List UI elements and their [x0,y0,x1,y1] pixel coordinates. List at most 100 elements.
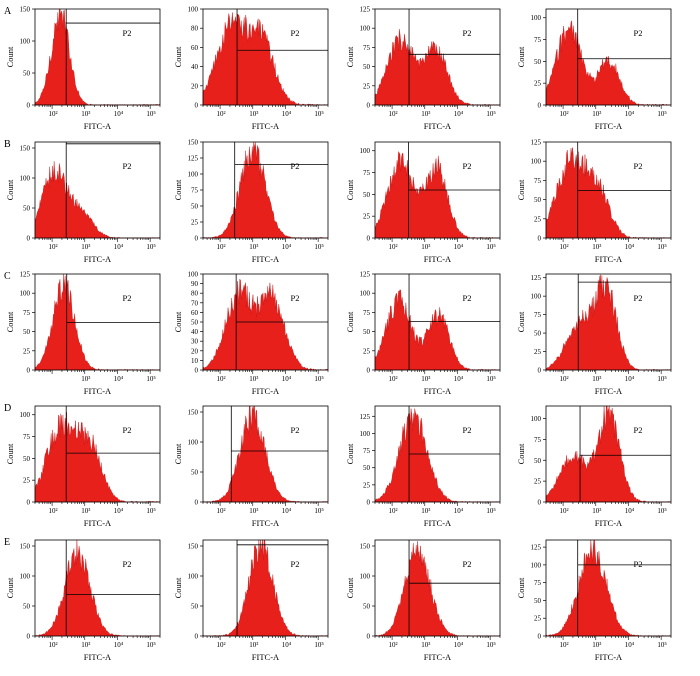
panel-b3-ytick-label-50: 50 [363,191,371,199]
panel-d3-xlabel: FITC-A [424,518,452,528]
panel-c2-ylabel: Count [173,311,183,332]
panel-a2-ytick-label-100: 100 [188,6,199,14]
panel-e4-xtick-label-2: 10⁴ [625,641,635,649]
panel-a3-ytick-label-75: 75 [363,44,371,52]
panel-a4-xlabel: FITC-A [595,121,623,131]
panel-d3-ytick-label-75: 75 [363,447,371,455]
panel-a3-ytick-label-0: 0 [367,102,371,110]
panel-d4-frame [545,405,672,503]
panel-c1-ytick-label-25: 25 [23,347,31,355]
panel-c3-xtick-label-2: 10⁴ [454,375,464,383]
panel-a3-xlabel: FITC-A [424,121,452,131]
panel-a1-xlabel: FITC-A [84,121,112,131]
panel-d2-ytick-label-150: 150 [188,409,199,417]
panel-c3-ytick-label-25: 25 [363,347,371,355]
panel-c1-ytick-label-0: 0 [27,367,31,375]
panel-d4-ytick-label-100: 100 [531,415,542,423]
panel-d4-xtick-label-0: 10² [560,507,569,515]
panel-d3-ytick-label-100: 100 [360,430,371,438]
panel-a3-ytick-label-125: 125 [360,6,371,14]
panel-b4-xtick-label-1: 10³ [592,243,601,251]
panel-e1-xtick-label-1: 10³ [81,641,90,649]
panel-c3-xtick-label-3: 10⁵ [486,375,496,383]
panel-a1-gate-label: P2 [123,28,132,38]
panel-d2-ytick-label-0: 0 [195,499,199,507]
panel-e2-ylabel: Count [173,577,183,598]
panel-d1-xlabel: FITC-A [84,518,112,528]
panel-e1-gate-label: P2 [123,559,132,569]
panel-b3-xtick-label-2: 10⁴ [454,243,464,251]
panel-a2-ytick-label-20: 20 [191,82,199,90]
panel-e4-xtick-label-1: 10³ [592,641,601,649]
panel-a4-xtick-label-1: 10³ [592,110,601,118]
panel-e3-gate-label: P2 [463,559,472,569]
panel-a2-ytick-label-80: 80 [191,25,199,33]
panel-a2-gate-label: P2 [291,28,300,38]
panel-b1-frame [34,141,161,239]
panel-d2-gate-label: P2 [291,425,300,435]
panel-c4-ytick-label-50: 50 [534,330,542,338]
panel-a1-xtick-label-3: 10⁵ [146,110,156,118]
panel-c2-xtick-label-0: 10² [217,375,226,383]
panel-e4-ytick-label-100: 100 [531,561,542,569]
panel-d1-histogram [34,412,161,503]
panel-a2-ytick-label-40: 40 [191,63,199,71]
panel-b3-ytick-label-75: 75 [363,169,371,177]
panel-b1-ytick-label-0: 0 [27,235,31,243]
panel-b4-xtick-label-2: 10⁴ [625,243,635,251]
panel-c2-xtick-label-2: 10⁴ [282,375,292,383]
panel-d4-xtick-label-1: 10³ [592,507,601,515]
panel-d1-xtick-label-2: 10⁴ [114,507,124,515]
panel-e4-ytick-label-125: 125 [531,544,542,552]
panel-b2: P2 0 25 50 75 100 125 150 10² 10³ 10⁴ 10⁵ FITC-A Coun… [173,139,329,264]
panel-e1-xtick-label-0: 10² [49,641,58,649]
panel-a1-frame [34,8,161,106]
panel-c2-xtick-label-3: 10⁵ [314,375,324,383]
panel-b1-ylabel: Count [5,179,15,200]
panel-b1: P2 0 50 100 150 10² 10³ 10⁴ 10⁵ FITC-A Count [5,141,161,264]
panel-b4-ytick-label-25: 25 [534,215,542,223]
panel-d4-ytick-label-75: 75 [534,436,542,444]
panel-e2-xtick-label-2: 10⁴ [282,641,292,649]
panel-c2-xtick-label-1: 10³ [249,375,258,383]
panel-d1: P2 0 25 50 75 100 10² 10³ 10⁴ 10⁵ FITC-A Count [5,405,161,528]
panel-d2-ytick-label-100: 100 [188,439,199,447]
panel-b1-xtick-label-3: 10⁵ [146,243,156,251]
panel-d3-ytick-label-125: 125 [360,413,371,421]
panel-a3-xtick-label-1: 10³ [421,110,430,118]
panel-c1-ytick-label-75: 75 [23,309,31,317]
panel-e4-histogram [545,539,672,637]
panel-d3: P2 0 25 50 75 100 125 10² 10³ 10⁴ 10⁵ FITC-A Count [345,405,501,528]
panel-d2-xlabel: FITC-A [252,518,280,528]
panel-e3-ytick-label-100: 100 [360,573,371,581]
row-label-d: D [4,403,11,414]
panel-a3: P2 0 25 50 75 100 125 10² 10³ 10⁴ 10⁵ FITC-A Count [345,6,501,131]
panel-b4-ytick-label-100: 100 [531,158,542,166]
panel-d4-xtick-label-2: 10⁴ [625,507,635,515]
panel-a3-xtick-label-0: 10² [389,110,398,118]
panel-d1-ytick-label-25: 25 [23,477,31,485]
panel-a1-ytick-label-0: 0 [27,102,31,110]
panel-e2-xtick-label-0: 10² [217,641,226,649]
panel-d1-ytick-label-100: 100 [20,411,31,419]
panel-b2-ytick-label-125: 125 [188,155,199,163]
panel-c3-ytick-label-0: 0 [367,367,371,375]
panel-a3-ytick-label-50: 50 [363,63,371,71]
panel-d2-xtick-label-3: 10⁵ [314,507,324,515]
panel-d2-frame [202,405,329,503]
panel-c1-xtick-label-2: 10⁵ [146,375,156,383]
panel-b1-ytick-label-150: 150 [20,145,31,153]
panel-d3-xtick-label-2: 10⁴ [454,507,464,515]
panel-e2-histogram [202,539,329,637]
panel-e3-frame [374,539,501,637]
panel-c3-xtick-label-0: 10² [389,375,398,383]
panel-e2-ytick-label-50: 50 [191,603,199,611]
panel-b2-xtick-label-2: 10⁴ [282,243,292,251]
panel-e4-xlabel: FITC-A [595,652,623,662]
panel-d4-gate-label: P2 [634,425,643,435]
panel-d3-ylabel: Count [345,443,355,464]
panel-e3-xlabel: FITC-A [424,652,452,662]
panel-b2-ytick-label-50: 50 [191,203,199,211]
panel-e1-xtick-label-3: 10⁵ [146,641,156,649]
panel-b3-ylabel: Count [345,179,355,200]
